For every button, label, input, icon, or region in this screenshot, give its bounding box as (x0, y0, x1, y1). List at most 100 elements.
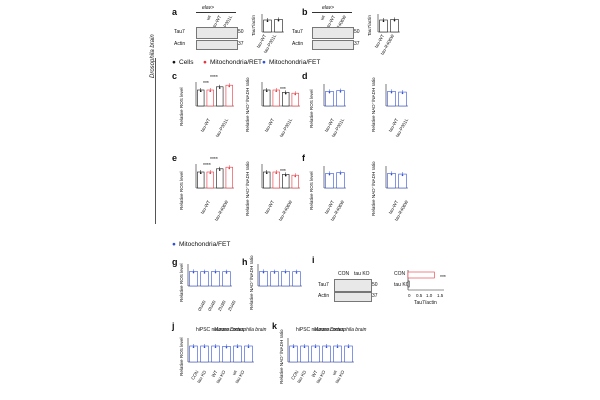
panel-a-header-line (196, 12, 236, 13)
panel-f-nad-bar (398, 173, 407, 189)
panel-b-point (393, 19, 396, 22)
panel-i-xtick: 0 (408, 293, 411, 298)
panel-e-letter: e (172, 153, 178, 163)
panel-f-nad-point (390, 173, 393, 176)
panel-j-group: Drosophila brain (230, 327, 267, 333)
panel-a-mw: 50 (238, 29, 244, 35)
panel-e-ros-bar (225, 166, 233, 189)
panel-b-header-line (312, 12, 352, 13)
panel-a-point (277, 19, 280, 22)
panel-i-rowlabel: tau KO (394, 282, 410, 288)
panel-d-ros-point (339, 91, 342, 93)
panel-a-point (266, 20, 269, 23)
panel-e-nad-bar (263, 171, 271, 189)
panel-d-nad-bar (387, 91, 396, 107)
panel-i-mw: 50 (372, 282, 378, 288)
panel-k-bar (333, 345, 342, 363)
panel-e-nad-point (294, 175, 297, 178)
panel-k-group: Drosophila brain (330, 327, 367, 333)
panel-d-nad-bar (398, 91, 407, 107)
panel-h-bar (281, 271, 290, 287)
panel-k-bar (344, 345, 353, 363)
panel-e-nad-bar (272, 171, 280, 189)
panel-d-ros-bar (325, 91, 334, 107)
legend-mid-label: Mitochondria/FET (179, 241, 231, 248)
panel-k-group: Mouse cortex (314, 327, 345, 333)
panel-k-point (347, 346, 350, 349)
panel-d-letter: d (302, 71, 308, 81)
panel-c-ros-point (228, 85, 231, 88)
panel-d-ros-bar (336, 90, 345, 107)
panel-g-point (214, 271, 217, 274)
panel-d-nad-point (390, 91, 393, 94)
panel-b-letter: b (302, 7, 308, 17)
panel-i-mw: 37 (372, 293, 378, 299)
panel-e-nad-point (284, 174, 287, 177)
panel-k-bar (322, 345, 331, 363)
panel-b-mw: 50 (354, 29, 360, 35)
panel-i-lane: tau KO (354, 271, 370, 277)
panel-i-bar (407, 280, 410, 288)
panel-j-group: Mouse cortex (214, 327, 245, 333)
panel-i-lane: CON (338, 271, 350, 277)
legend-cells-marker: ● (172, 59, 176, 66)
panel-a-row-actin: Actin (174, 41, 186, 47)
panel-g-bar (222, 271, 231, 287)
panel-j-bar (244, 345, 253, 363)
panel-j-bar (233, 345, 242, 363)
panel-e-nad-point (265, 172, 268, 174)
panel-i-rowlabel: CON (394, 271, 406, 277)
panel-g-bar (200, 271, 209, 287)
panel-j-bar (200, 345, 209, 363)
panel-a-header: elav> (202, 5, 215, 11)
panel-f-ros-point (339, 173, 342, 175)
panel-e-nad-bar (282, 174, 290, 189)
panel-g-letter: g (172, 257, 178, 267)
panel-i-xtick: 0.5 (416, 293, 423, 298)
panel-b-row-tau7: Tau7 (292, 29, 303, 35)
panel-b-header: elav> (322, 5, 335, 11)
panel-e-sig: **** (210, 157, 218, 163)
panel-i-row-tau7: Tau7 (318, 282, 329, 288)
panel-b-row-actin: Actin (292, 41, 304, 47)
panel-i-xtick: 1.5 (437, 293, 444, 298)
panel-c-ros-bar (197, 89, 205, 107)
panel-c-nad-point (265, 90, 268, 92)
panel-h-bar (259, 271, 268, 287)
panel-a-blot-actin (196, 40, 238, 50)
legend-fet-label: Mitochondria/FET (269, 59, 321, 66)
panel-e-ros-point (228, 167, 231, 170)
panel-h-bar (292, 271, 301, 287)
panel-e-ros-point (209, 172, 212, 174)
panel-c-sig: *** (203, 81, 209, 87)
panel-c-ros-bar (216, 86, 224, 107)
panel-a-mw: 37 (238, 41, 244, 47)
panel-k-point (314, 346, 317, 349)
panel-j-point (225, 346, 228, 349)
panel-h-bar (270, 271, 279, 287)
panel-c-nad-point (284, 92, 287, 95)
legend-fet-marker: ● (262, 59, 266, 66)
panel-c-letter: c (172, 71, 178, 81)
panel-k-bar (311, 345, 320, 363)
panel-b-blot-actin (312, 40, 354, 50)
panel-f-ros-point (328, 173, 331, 176)
panel-k-point (303, 346, 306, 349)
panel-k-bar (289, 345, 298, 363)
panel-i-blot-actin (334, 292, 372, 302)
panel-f-letter: f (302, 153, 305, 163)
panel-g-bar (211, 271, 220, 287)
panel-j-bar (222, 346, 231, 363)
panel-h-point (284, 271, 287, 274)
panel-k-point (336, 346, 339, 349)
panel-f-ros-bar (325, 173, 334, 189)
panel-i-letter: i (312, 255, 315, 265)
legend-ret-label: Mitochondria/RET (210, 59, 263, 66)
panel-e-sig: *** (280, 169, 286, 175)
panel-j-point (203, 346, 206, 349)
panel-k-point (292, 346, 295, 349)
panel-g-point (192, 271, 195, 274)
panel-j-point (192, 346, 195, 349)
legend-ret-marker: ● (203, 59, 207, 66)
panel-c-ros-bar (206, 89, 214, 107)
